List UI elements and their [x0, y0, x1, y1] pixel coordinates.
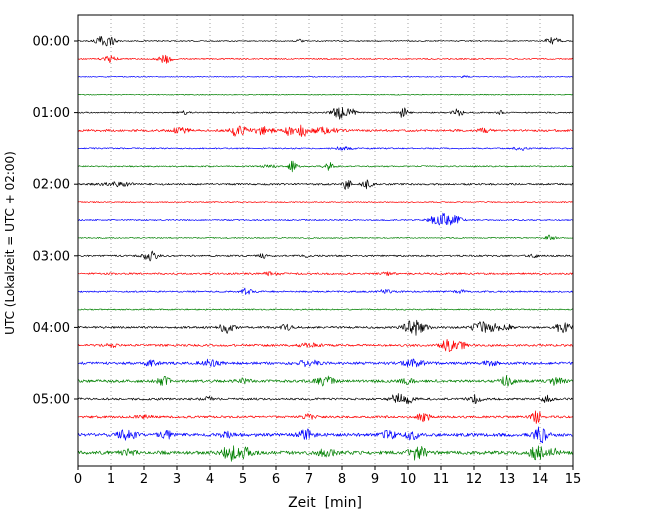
x-tick-label-13: 13	[499, 472, 516, 487]
y-axis-label: UTC (Lokalzeit = UTC + 02:00)	[3, 151, 17, 335]
trace-05:30	[77, 426, 574, 444]
x-tick-label-3: 3	[173, 472, 181, 487]
trace-05:45	[77, 445, 574, 462]
trace-04:45	[77, 375, 574, 387]
y-tick-label-03:00: 03:00	[33, 249, 70, 264]
trace-04:15	[77, 338, 573, 352]
y-tick-label-04:00: 04:00	[33, 321, 70, 336]
x-tick-label-6: 6	[272, 472, 280, 487]
trace-03:45	[78, 308, 574, 311]
y-tick-label-01:00: 01:00	[33, 106, 70, 121]
plot-generated-content: 0 1 2 3 4 5 6 7 8 9 10 11 12 13 14 1500:0001:0002:0003:…	[33, 14, 582, 487]
x-tick-label-8: 8	[338, 472, 346, 487]
x-tick-label-15: 15	[565, 472, 582, 487]
x-tick-label-10: 10	[400, 472, 417, 487]
x-tick-label-1: 1	[107, 472, 115, 487]
y-tick-label-00:00: 00:00	[33, 35, 70, 50]
plot-border	[77, 14, 574, 467]
trace-03:00	[77, 250, 574, 262]
trace-04:00	[77, 319, 574, 336]
trace-01:45	[77, 160, 574, 173]
trace-05:15	[77, 410, 574, 424]
x-tick-label-9: 9	[371, 472, 379, 487]
trace-04:30	[77, 358, 574, 368]
trace-01:30	[77, 146, 574, 151]
x-tick-label-0: 0	[74, 472, 82, 487]
x-tick-label-12: 12	[466, 472, 483, 487]
trace-02:45	[77, 234, 574, 240]
trace-03:30	[77, 287, 573, 295]
trace-02:00	[77, 179, 573, 190]
x-tick-label-4: 4	[206, 472, 214, 487]
trace-05:00	[77, 393, 574, 405]
trace-01:15	[77, 124, 574, 137]
x-tick-label-7: 7	[305, 472, 313, 487]
trace-02:30	[77, 212, 574, 226]
trace-03:15	[77, 271, 574, 277]
trace-00:30	[77, 75, 574, 79]
y-tick-label-05:00: 05:00	[33, 393, 70, 408]
x-tick-label-11: 11	[433, 472, 450, 487]
x-tick-label-2: 2	[140, 472, 148, 487]
trace-00:00	[77, 35, 574, 47]
x-axis-label: Zeit [min]	[288, 495, 362, 511]
y-tick-label-02:00: 02:00	[33, 178, 70, 193]
x-tick-label-14: 14	[532, 472, 549, 487]
trace-02:15	[77, 201, 574, 203]
trace-01:00	[77, 106, 574, 120]
trace-00:15	[77, 54, 574, 64]
trace-00:45	[77, 93, 574, 96]
x-tick-label-5: 5	[239, 472, 247, 487]
